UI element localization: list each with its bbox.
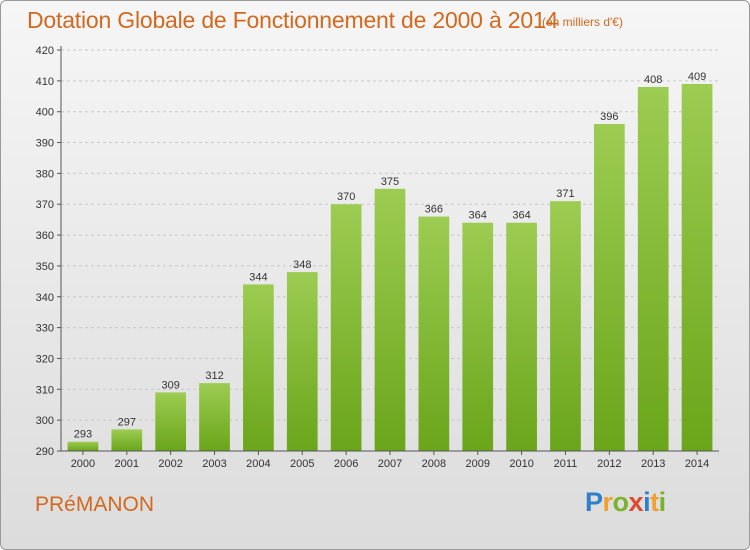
data-label-2013: 408: [644, 74, 662, 86]
logo-letter: t: [650, 487, 659, 517]
bar-2004: [243, 284, 274, 451]
y-tick-label: 370: [36, 199, 54, 211]
logo-letter: i: [658, 487, 667, 517]
data-label-2002: 309: [161, 379, 179, 391]
x-tick-label: 2010: [509, 458, 533, 470]
chart-title: Dotation Globale de Fonctionnement de 20…: [27, 7, 559, 33]
bar-2007: [374, 188, 406, 452]
bar-2011: [550, 201, 581, 451]
x-tick-label: 2014: [685, 458, 709, 470]
data-label-2014: 409: [688, 71, 706, 83]
bar-2014: [681, 83, 713, 451]
data-label-2009: 364: [469, 210, 487, 222]
data-label-2001: 297: [118, 416, 136, 428]
x-tick-label: 2008: [422, 458, 446, 470]
y-tick-label: 290: [36, 446, 54, 458]
x-tick-label: 2009: [465, 458, 489, 470]
bar-2001: [111, 429, 143, 451]
y-tick-label: 300: [36, 415, 54, 427]
x-tick-label: 2007: [378, 458, 402, 470]
bar-2005: [286, 272, 318, 451]
bar-2008: [418, 216, 450, 451]
logo-letter: o: [612, 487, 630, 517]
data-label-2005: 348: [293, 259, 311, 271]
x-tick-label: 2000: [71, 458, 95, 470]
data-label-2010: 364: [512, 210, 530, 222]
logo-letter: i: [643, 487, 651, 517]
data-label-2000: 293: [74, 429, 92, 441]
y-tick-label: 420: [36, 45, 54, 57]
logo-letter: P: [585, 487, 603, 517]
y-tick-label: 320: [36, 353, 54, 365]
x-tick-label: 2011: [554, 458, 578, 470]
data-label-2006: 370: [337, 191, 355, 203]
x-tick-label: 2003: [202, 458, 226, 470]
bar-2000: [67, 441, 99, 451]
chart-subtitle: (en milliers d'€): [542, 15, 623, 29]
commune-name: PRéMANON: [35, 493, 155, 516]
y-tick-label: 410: [36, 76, 54, 88]
x-tick-label: 2013: [641, 458, 665, 470]
y-tick-label: 350: [36, 261, 54, 273]
data-label-2004: 344: [249, 271, 267, 283]
bar-2010: [506, 222, 537, 451]
y-tick-label: 340: [36, 292, 54, 304]
y-tick-label: 310: [36, 384, 54, 396]
bar-2006: [330, 204, 362, 451]
data-label-2003: 312: [205, 370, 223, 382]
y-tick-label: 330: [36, 323, 54, 335]
y-tick-label: 360: [36, 230, 54, 242]
y-tick-label: 400: [36, 107, 54, 119]
proxiti-logo[interactable]: Proxiti: [585, 487, 666, 518]
y-tick-label: 390: [36, 138, 54, 150]
bar-2013: [637, 87, 669, 451]
bar-2003: [199, 383, 230, 451]
bar-2009: [462, 222, 494, 451]
bar-2002: [155, 392, 187, 451]
logo-letter: r: [602, 487, 614, 517]
logo-letter: x: [628, 487, 644, 517]
data-label-2008: 366: [425, 204, 443, 216]
x-tick-label: 2005: [290, 458, 314, 470]
x-tick-label: 2006: [334, 458, 358, 470]
x-tick-label: 2001: [115, 458, 139, 470]
y-tick-label: 380: [36, 168, 54, 180]
x-tick-label: 2002: [158, 458, 182, 470]
bar-2012: [593, 124, 625, 452]
data-label-2007: 375: [381, 176, 399, 188]
data-label-2012: 396: [600, 111, 618, 123]
x-tick-label: 2012: [597, 458, 621, 470]
x-tick-label: 2004: [246, 458, 270, 470]
data-label-2011: 371: [556, 188, 574, 200]
